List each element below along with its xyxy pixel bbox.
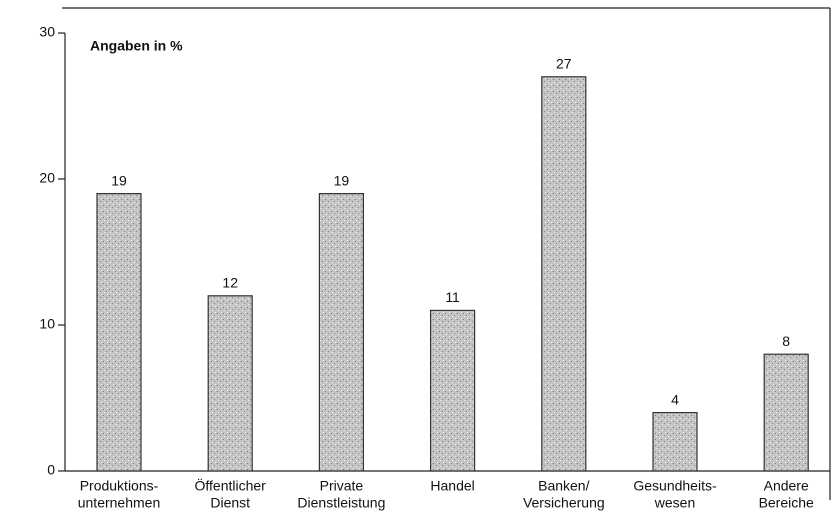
value-label: 8 <box>782 333 790 349</box>
x-tick-label: Banken/ <box>538 478 589 494</box>
bar <box>763 353 809 472</box>
y-tick-label: 10 <box>39 316 55 332</box>
bar <box>541 76 587 472</box>
bar <box>96 193 142 472</box>
bar <box>318 193 364 472</box>
y-tick-label: 0 <box>47 462 55 478</box>
chart-title: Angaben in % <box>90 38 183 54</box>
y-tick-label: 20 <box>39 170 55 186</box>
bar <box>652 412 698 472</box>
x-tick-label: Dienst <box>210 495 250 511</box>
x-tick-label: Produktions- <box>80 478 159 494</box>
bar <box>207 295 253 472</box>
y-tick-label: 30 <box>39 24 55 40</box>
bar <box>430 309 476 472</box>
x-tick-label: Private <box>320 478 364 494</box>
x-tick-label: Handel <box>430 478 474 494</box>
x-tick-label: Andere <box>764 478 809 494</box>
x-tick-label: Versicherung <box>523 495 605 511</box>
value-label: 19 <box>111 172 127 188</box>
value-label: 27 <box>556 56 572 72</box>
x-tick-label: Bereiche <box>759 495 814 511</box>
x-tick-label: Öffentlicher <box>195 477 267 494</box>
value-label: 11 <box>445 289 460 305</box>
x-tick-label: unternehmen <box>78 495 161 511</box>
value-label: 4 <box>671 391 679 407</box>
x-tick-label: wesen <box>654 495 695 511</box>
x-tick-label: Gesundheits- <box>633 478 717 494</box>
value-label: 19 <box>334 172 350 188</box>
value-label: 12 <box>222 275 238 291</box>
x-tick-label: Dienstleistung <box>297 495 385 511</box>
